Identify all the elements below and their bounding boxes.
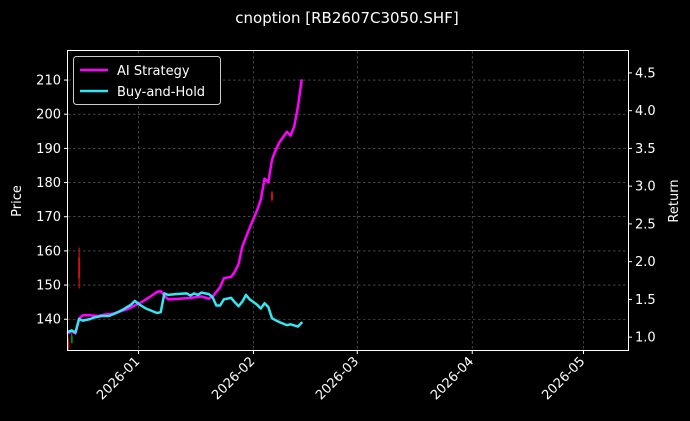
chart-title: cnoption [RB2607C3050.SHF] [235,9,458,27]
y-axis-right-label: Return [667,179,682,222]
y-right-tick-label: 1.5 [635,293,656,308]
y-right-tick-label: 1.0 [635,331,656,346]
y-right-tick-label: 2.0 [635,255,656,270]
y-right-tick-label: 3.5 [635,142,656,157]
y-axis-left: 140 150 160 170 180 190 200 210 [36,74,68,328]
x-tick-label: 2026-05 [539,354,588,403]
series-lines [66,79,303,335]
y-left-tick-label: 170 [36,210,61,225]
y-left-tick-label: 140 [36,313,61,328]
series-line-buy-and-hold [66,291,303,334]
grid-lines [68,51,628,350]
x-tick-label: 2026-02 [209,354,258,403]
y-right-tick-label: 3.0 [635,180,656,195]
legend-label-ai-strategy: AI Strategy [117,64,190,79]
series-line-ai-strategy [66,79,303,335]
legend-label-buy-and-hold: Buy-and-Hold [117,85,205,100]
y-axis-right: 1.0 1.5 2.0 2.5 3.0 3.5 4.0 4.5 [628,66,656,346]
y-left-tick-label: 200 [36,108,61,123]
candle-body [270,192,273,200]
legend: AI Strategy Buy-and-Hold [73,56,221,105]
candle-body [70,336,73,344]
plot-frame [67,50,629,351]
y-right-tick-label: 2.5 [635,217,656,232]
y-left-tick-label: 190 [36,142,61,157]
price-candles [67,191,273,350]
x-tick-label: 2026-03 [313,354,362,403]
y-right-tick-label: 4.5 [635,66,656,81]
y-left-tick-label: 210 [36,74,61,89]
y-right-tick-label: 4.0 [635,104,656,119]
x-axis: 2026-01 2026-02 2026-03 2026-04 2026-05 [94,350,588,403]
x-tick-label: 2026-04 [428,354,477,403]
legend-box [73,56,221,105]
x-tick-label: 2026-01 [94,354,143,403]
y-left-tick-label: 160 [36,244,61,259]
candle-body [78,257,81,279]
y-left-tick-label: 180 [36,176,61,191]
y-left-tick-label: 150 [36,279,61,294]
y-axis-left-label: Price [10,185,25,217]
